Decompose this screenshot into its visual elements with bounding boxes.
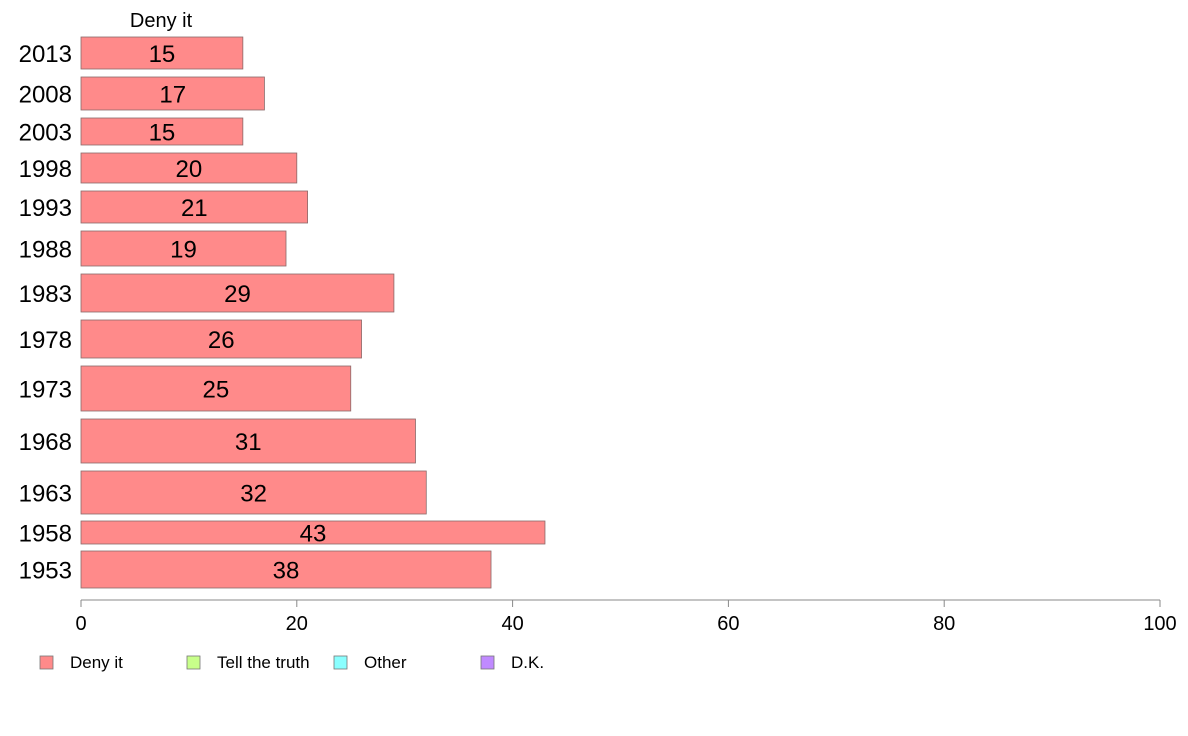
category-label-2003: 2003 bbox=[19, 120, 72, 147]
x-tick-label-60: 60 bbox=[717, 613, 739, 635]
category-label-1973: 1973 bbox=[19, 377, 72, 404]
x-tick-label-40: 40 bbox=[501, 613, 523, 635]
x-tick-label-0: 0 bbox=[75, 613, 86, 635]
value-label-2003: 15 bbox=[149, 120, 176, 147]
value-label-1983: 29 bbox=[224, 281, 251, 308]
category-label-1963: 1963 bbox=[19, 481, 72, 508]
category-label-1993: 1993 bbox=[19, 195, 72, 222]
legend-swatch-2 bbox=[333, 655, 348, 670]
value-label-1978: 26 bbox=[208, 327, 235, 354]
category-label-1978: 1978 bbox=[19, 327, 72, 354]
category-label-2013: 2013 bbox=[19, 41, 72, 68]
legend-swatch-0 bbox=[39, 655, 54, 670]
bar-1998 bbox=[80, 152, 298, 184]
x-tick-label-80: 80 bbox=[933, 613, 955, 635]
panel-title: Deny it bbox=[130, 10, 193, 32]
x-tick-label-100: 100 bbox=[1143, 613, 1176, 635]
bar-1983 bbox=[80, 273, 395, 313]
bar-2008 bbox=[80, 76, 265, 111]
category-label-1953: 1953 bbox=[19, 558, 72, 585]
value-label-1968: 31 bbox=[235, 429, 262, 456]
value-label-1963: 32 bbox=[240, 481, 267, 508]
bar-1988 bbox=[80, 230, 287, 267]
value-label-2013: 15 bbox=[149, 41, 176, 68]
bar-1963 bbox=[80, 470, 427, 515]
value-label-1953: 38 bbox=[273, 558, 300, 585]
legend-label-1: Tell the truth bbox=[217, 653, 310, 672]
category-label-1968: 1968 bbox=[19, 429, 72, 456]
bar-2013 bbox=[80, 36, 244, 70]
category-label-1983: 1983 bbox=[19, 281, 72, 308]
legend: Deny it Tell the truth Other D.K. bbox=[39, 653, 544, 672]
value-label-1958: 43 bbox=[300, 521, 327, 548]
legend-label-2: Other bbox=[364, 653, 407, 672]
x-tick-label-20: 20 bbox=[286, 613, 308, 635]
value-label-1993: 21 bbox=[181, 195, 208, 222]
legend-label-3: D.K. bbox=[511, 653, 544, 672]
bar-2003 bbox=[80, 117, 244, 146]
bar-1993 bbox=[80, 190, 308, 224]
category-labels: 2013 2008 2003 1998 1993 1988 1983 1978 1973 1968… bbox=[19, 41, 72, 585]
bar-1968 bbox=[80, 418, 416, 464]
bar-1978 bbox=[80, 319, 362, 359]
category-label-1988: 1988 bbox=[19, 237, 72, 264]
category-label-1998: 1998 bbox=[19, 156, 72, 183]
legend-label-0: Deny it bbox=[70, 653, 123, 672]
value-label-1998: 20 bbox=[176, 156, 203, 183]
value-label-2008: 17 bbox=[159, 82, 186, 109]
bar-1958 bbox=[80, 520, 546, 545]
legend-swatch-1 bbox=[186, 655, 201, 670]
legend-swatch-3 bbox=[480, 655, 495, 670]
value-label-1973: 25 bbox=[203, 377, 230, 404]
x-axis: 0 20 40 60 80 100 bbox=[75, 599, 1177, 635]
category-label-1958: 1958 bbox=[19, 521, 72, 548]
value-label-1988: 19 bbox=[170, 237, 197, 264]
bars-group bbox=[80, 36, 546, 589]
bar-1973 bbox=[80, 365, 352, 412]
bar-1953 bbox=[80, 550, 492, 589]
category-label-2008: 2008 bbox=[19, 82, 72, 109]
